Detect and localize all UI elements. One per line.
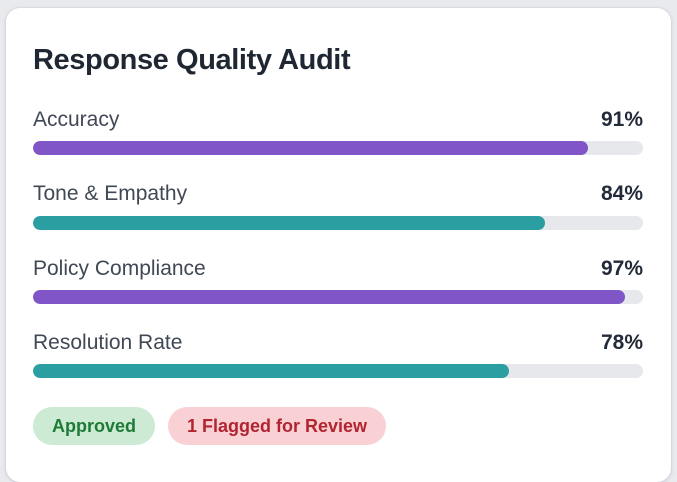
metric-value: 84%: [600, 182, 643, 206]
metric-header: Policy Compliance 97%: [33, 257, 643, 280]
metric-row-tone-empathy: Tone & Empathy 84%: [33, 182, 643, 230]
card-title: Response Quality Audit: [33, 44, 351, 76]
metric-row-policy-compliance: Policy Compliance 97%: [33, 257, 643, 304]
metric-label: Accuracy: [33, 108, 120, 132]
metric-value: 78%: [600, 330, 643, 354]
progress-fill: [33, 363, 509, 378]
status-badges-row: Approved 1 Flagged for Review: [33, 406, 643, 445]
progress-fill: [33, 289, 625, 304]
progress-track: [33, 215, 643, 230]
metric-value: 91%: [600, 108, 643, 132]
progress-fill: [33, 215, 546, 230]
flagged-for-review-badge: 1 Flagged for Review: [168, 406, 387, 445]
metric-label: Resolution Rate: [33, 330, 183, 354]
metric-header: Tone & Empathy 84%: [33, 182, 643, 205]
progress-track: [33, 363, 643, 378]
progress-track: [33, 289, 643, 304]
metric-value: 97%: [600, 256, 643, 280]
metric-row-accuracy: Accuracy 91%: [33, 108, 643, 156]
metric-header: Resolution Rate 78%: [33, 331, 643, 354]
progress-fill: [33, 141, 589, 156]
metric-label: Tone & Empathy: [33, 182, 188, 206]
metric-label: Policy Compliance: [33, 256, 206, 280]
metric-header: Accuracy 91%: [33, 108, 643, 131]
approved-badge: Approved: [33, 406, 156, 445]
progress-track: [33, 141, 643, 156]
metric-row-resolution-rate: Resolution Rate 78%: [33, 331, 643, 378]
response-quality-audit-card: Response Quality Audit Accuracy 91% Tone…: [6, 8, 671, 482]
